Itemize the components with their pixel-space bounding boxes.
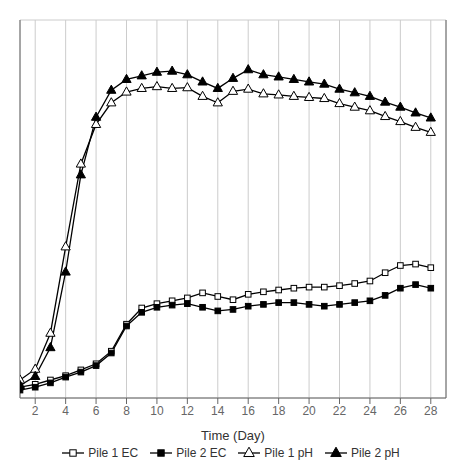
svg-text:16: 16 bbox=[242, 404, 256, 418]
svg-text:12: 12 bbox=[181, 404, 195, 418]
svg-text:10: 10 bbox=[150, 404, 164, 418]
svg-text:14: 14 bbox=[211, 404, 225, 418]
svg-text:18: 18 bbox=[272, 404, 286, 418]
html-text:Pile 2 EC: Pile 2 EC bbox=[176, 446, 227, 460]
svg-text:22: 22 bbox=[333, 404, 347, 418]
html-text:Pile 1 pH: Pile 1 pH bbox=[264, 446, 313, 460]
svg-text:20: 20 bbox=[302, 404, 316, 418]
html-text:Pile 2 pH: Pile 2 pH bbox=[351, 446, 400, 460]
svg-text:2: 2 bbox=[32, 404, 39, 418]
svg-text:28: 28 bbox=[424, 404, 438, 418]
svg-text:8: 8 bbox=[123, 404, 130, 418]
svg-text:6: 6 bbox=[93, 404, 100, 418]
svg-text:4: 4 bbox=[62, 404, 69, 418]
html-text:Pile 1 EC: Pile 1 EC bbox=[88, 446, 139, 460]
svg-text:26: 26 bbox=[394, 404, 408, 418]
svg-text:24: 24 bbox=[363, 404, 377, 418]
svg-text:Time (Day): Time (Day) bbox=[201, 428, 265, 443]
